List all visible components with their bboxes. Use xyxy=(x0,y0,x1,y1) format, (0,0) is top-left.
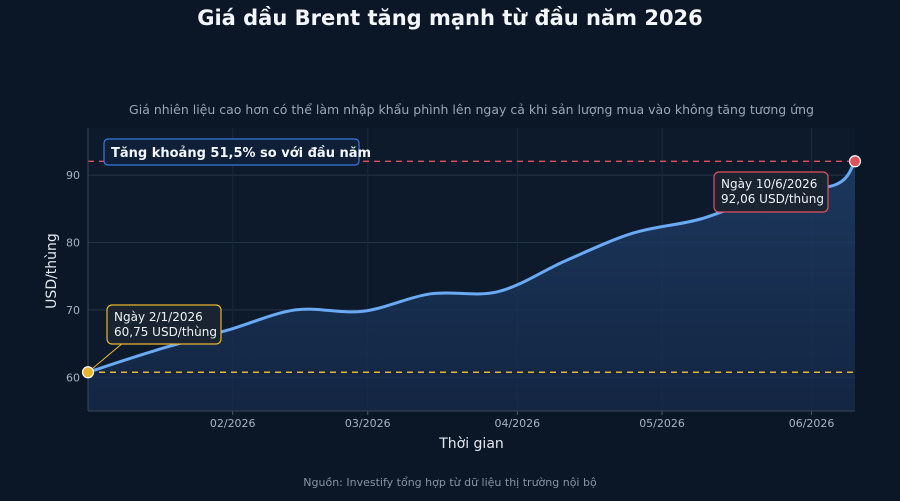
x-tick-label: 03/2026 xyxy=(345,417,391,430)
start-callout-value: 60,75 USD/thùng xyxy=(114,325,217,339)
x-axis-label: Thời gian xyxy=(439,436,504,452)
end-point-marker xyxy=(848,155,862,168)
source-note: Nguồn: Investify tổng hợp từ dữ liệu thị… xyxy=(303,476,597,489)
x-tick-label: 02/2026 xyxy=(210,417,256,430)
end-callout-date: Ngày 10/6/2026 xyxy=(721,177,817,191)
y-tick-label: 70 xyxy=(66,304,80,317)
x-tick-label: 05/2026 xyxy=(639,417,685,430)
end-callout-box xyxy=(713,171,829,213)
x-tick-label: 04/2026 xyxy=(494,417,540,430)
change-summary-text: Tăng khoảng 51,5% so với đầu năm xyxy=(111,146,371,161)
start-callout-box xyxy=(106,304,222,345)
chart-title: Giá dầu Brent tăng mạnh từ đầu năm 2026 xyxy=(197,6,703,30)
change-summary-box xyxy=(103,138,360,166)
end-callout-value: 92,06 USD/thùng xyxy=(721,192,824,206)
start-point-marker xyxy=(81,366,95,379)
x-tick-label: 06/2026 xyxy=(789,417,835,430)
y-tick-label: 80 xyxy=(66,237,80,250)
price-area-fill xyxy=(88,161,855,411)
start-callout-date: Ngày 2/1/2026 xyxy=(114,310,203,324)
y-tick-label: 60 xyxy=(66,371,80,384)
y-tick-label: 90 xyxy=(66,169,80,182)
chart-subtitle: Giá nhiên liệu cao hơn có thể làm nhập k… xyxy=(129,102,814,117)
